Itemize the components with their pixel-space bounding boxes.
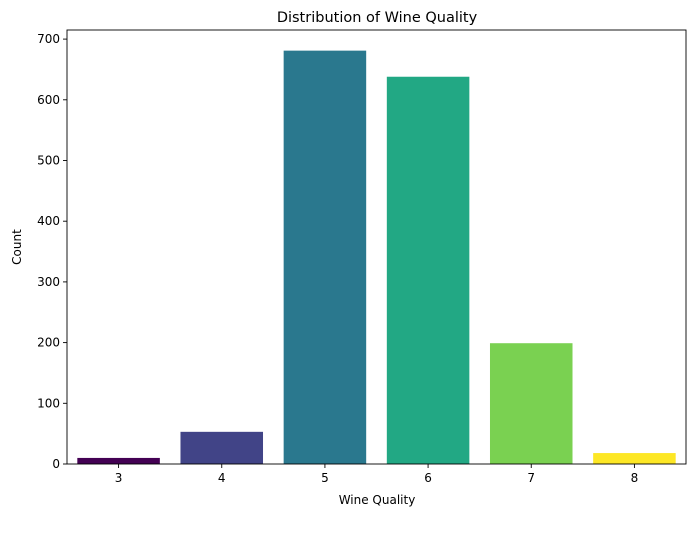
bar-quality-5: [283, 50, 367, 464]
x-tick-label: 6: [424, 471, 432, 485]
y-axis-ticks: 0 100 200 300 400 500 600 700: [37, 32, 67, 471]
x-tick-label: 8: [631, 471, 639, 485]
x-tick-label: 7: [527, 471, 535, 485]
bar-series: [77, 50, 676, 465]
y-tick-label: 300: [37, 275, 60, 289]
x-tick-label: 5: [321, 471, 329, 485]
y-tick-label: 100: [37, 396, 60, 410]
y-axis-label: Count: [10, 229, 24, 265]
x-tick-label: 4: [218, 471, 226, 485]
bar-quality-6: [386, 76, 470, 465]
x-axis-ticks: 3 4 5 6 7 8: [115, 464, 638, 485]
bar-quality-8: [593, 453, 676, 464]
y-tick-label: 200: [37, 336, 60, 350]
bar-quality-7: [489, 343, 573, 464]
chart-title: Distribution of Wine Quality: [277, 10, 478, 26]
bar-quality-4: [180, 431, 264, 464]
y-tick-label: 500: [37, 154, 60, 168]
bar-quality-3: [77, 457, 160, 464]
y-tick-label: 700: [37, 32, 60, 46]
y-tick-label: 0: [52, 457, 60, 471]
x-axis-label: Wine Quality: [339, 493, 416, 507]
x-tick-label: 3: [115, 471, 123, 485]
y-tick-label: 400: [37, 214, 60, 228]
y-tick-label: 600: [37, 93, 60, 107]
plot-area-frame: [66, 29, 687, 465]
